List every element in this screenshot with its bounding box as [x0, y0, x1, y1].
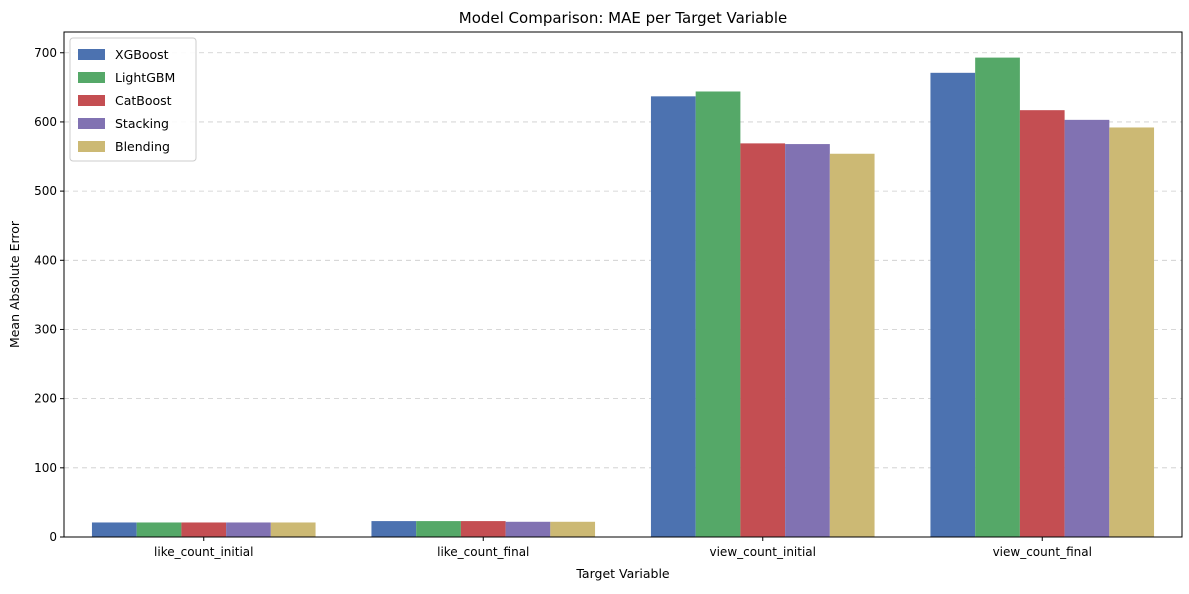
- legend-swatch-lightgbm: [78, 72, 105, 83]
- bar-blending-like-count-initial: [270, 522, 316, 537]
- bar-catboost-view-count-initial: [740, 143, 786, 537]
- y-tick-label: 300: [34, 322, 57, 336]
- bar-blending-view-count-initial: [829, 153, 875, 537]
- bar-lightgbm-view-count-final: [975, 57, 1020, 538]
- bar-blending-like-count-final: [550, 521, 596, 537]
- y-tick-label: 100: [34, 461, 57, 475]
- bar-stacking-view-count-final: [1064, 119, 1110, 537]
- y-axis-label: Mean Absolute Error: [7, 220, 22, 348]
- bar-catboost-like-count-final: [460, 521, 506, 537]
- legend-swatch-blending: [78, 141, 105, 152]
- bar-xgboost-view-count-final: [930, 72, 976, 538]
- x-axis-label: Target Variable: [575, 566, 670, 581]
- legend-swatch-xgboost: [78, 49, 105, 60]
- bar-stacking-like-count-initial: [226, 522, 271, 537]
- x-axis-ticks: like_count_initial like_count_final view_c…: [154, 537, 1092, 559]
- y-tick-label: 0: [49, 530, 57, 544]
- legend-box: [69, 37, 197, 162]
- bar-xgboost-like-count-initial: [91, 522, 137, 537]
- chart-title: Model Comparison: MAE per Target Variabl…: [459, 9, 787, 27]
- bar-lightgbm-view-count-initial: [695, 91, 741, 537]
- bars: [91, 57, 1155, 538]
- y-tick-label: 200: [34, 392, 57, 406]
- legend-label-lightgbm: LightGBM: [115, 70, 175, 85]
- bar-xgboost-like-count-final: [371, 521, 417, 537]
- legend-label-catboost: CatBoost: [115, 93, 172, 108]
- x-tick-label: view_count_initial: [710, 545, 817, 559]
- bar-lightgbm-like-count-initial: [136, 522, 182, 537]
- legend-swatch-catboost: [78, 95, 105, 106]
- x-tick-label: like_count_initial: [154, 545, 253, 559]
- legend: XGBoost LightGBM CatBoost Stacking Blending: [69, 37, 197, 162]
- bar-xgboost-view-count-initial: [650, 96, 696, 537]
- bar-catboost-like-count-initial: [181, 522, 227, 537]
- plot-frame: [63, 31, 1183, 538]
- y-tick-label: 500: [34, 184, 57, 198]
- bar-stacking-view-count-initial: [785, 144, 830, 538]
- bar-lightgbm-like-count-final: [416, 521, 461, 537]
- y-axis-ticks: 0 100 200 300 400 500 600 700: [34, 46, 64, 544]
- y-tick-label: 400: [34, 253, 57, 267]
- bar-catboost-view-count-final: [1019, 110, 1065, 537]
- y-tick-label: 700: [34, 46, 57, 60]
- x-tick-label: view_count_final: [993, 545, 1092, 559]
- bar-blending-view-count-final: [1109, 127, 1155, 537]
- x-tick-label: like_count_final: [437, 545, 529, 559]
- legend-label-blending: Blending: [115, 139, 170, 154]
- y-tick-label: 600: [34, 115, 57, 129]
- legend-label-stacking: Stacking: [115, 116, 169, 131]
- legend-label-xgboost: XGBoost: [115, 47, 169, 62]
- legend-swatch-stacking: [78, 118, 105, 129]
- bar-stacking-like-count-final: [505, 521, 551, 537]
